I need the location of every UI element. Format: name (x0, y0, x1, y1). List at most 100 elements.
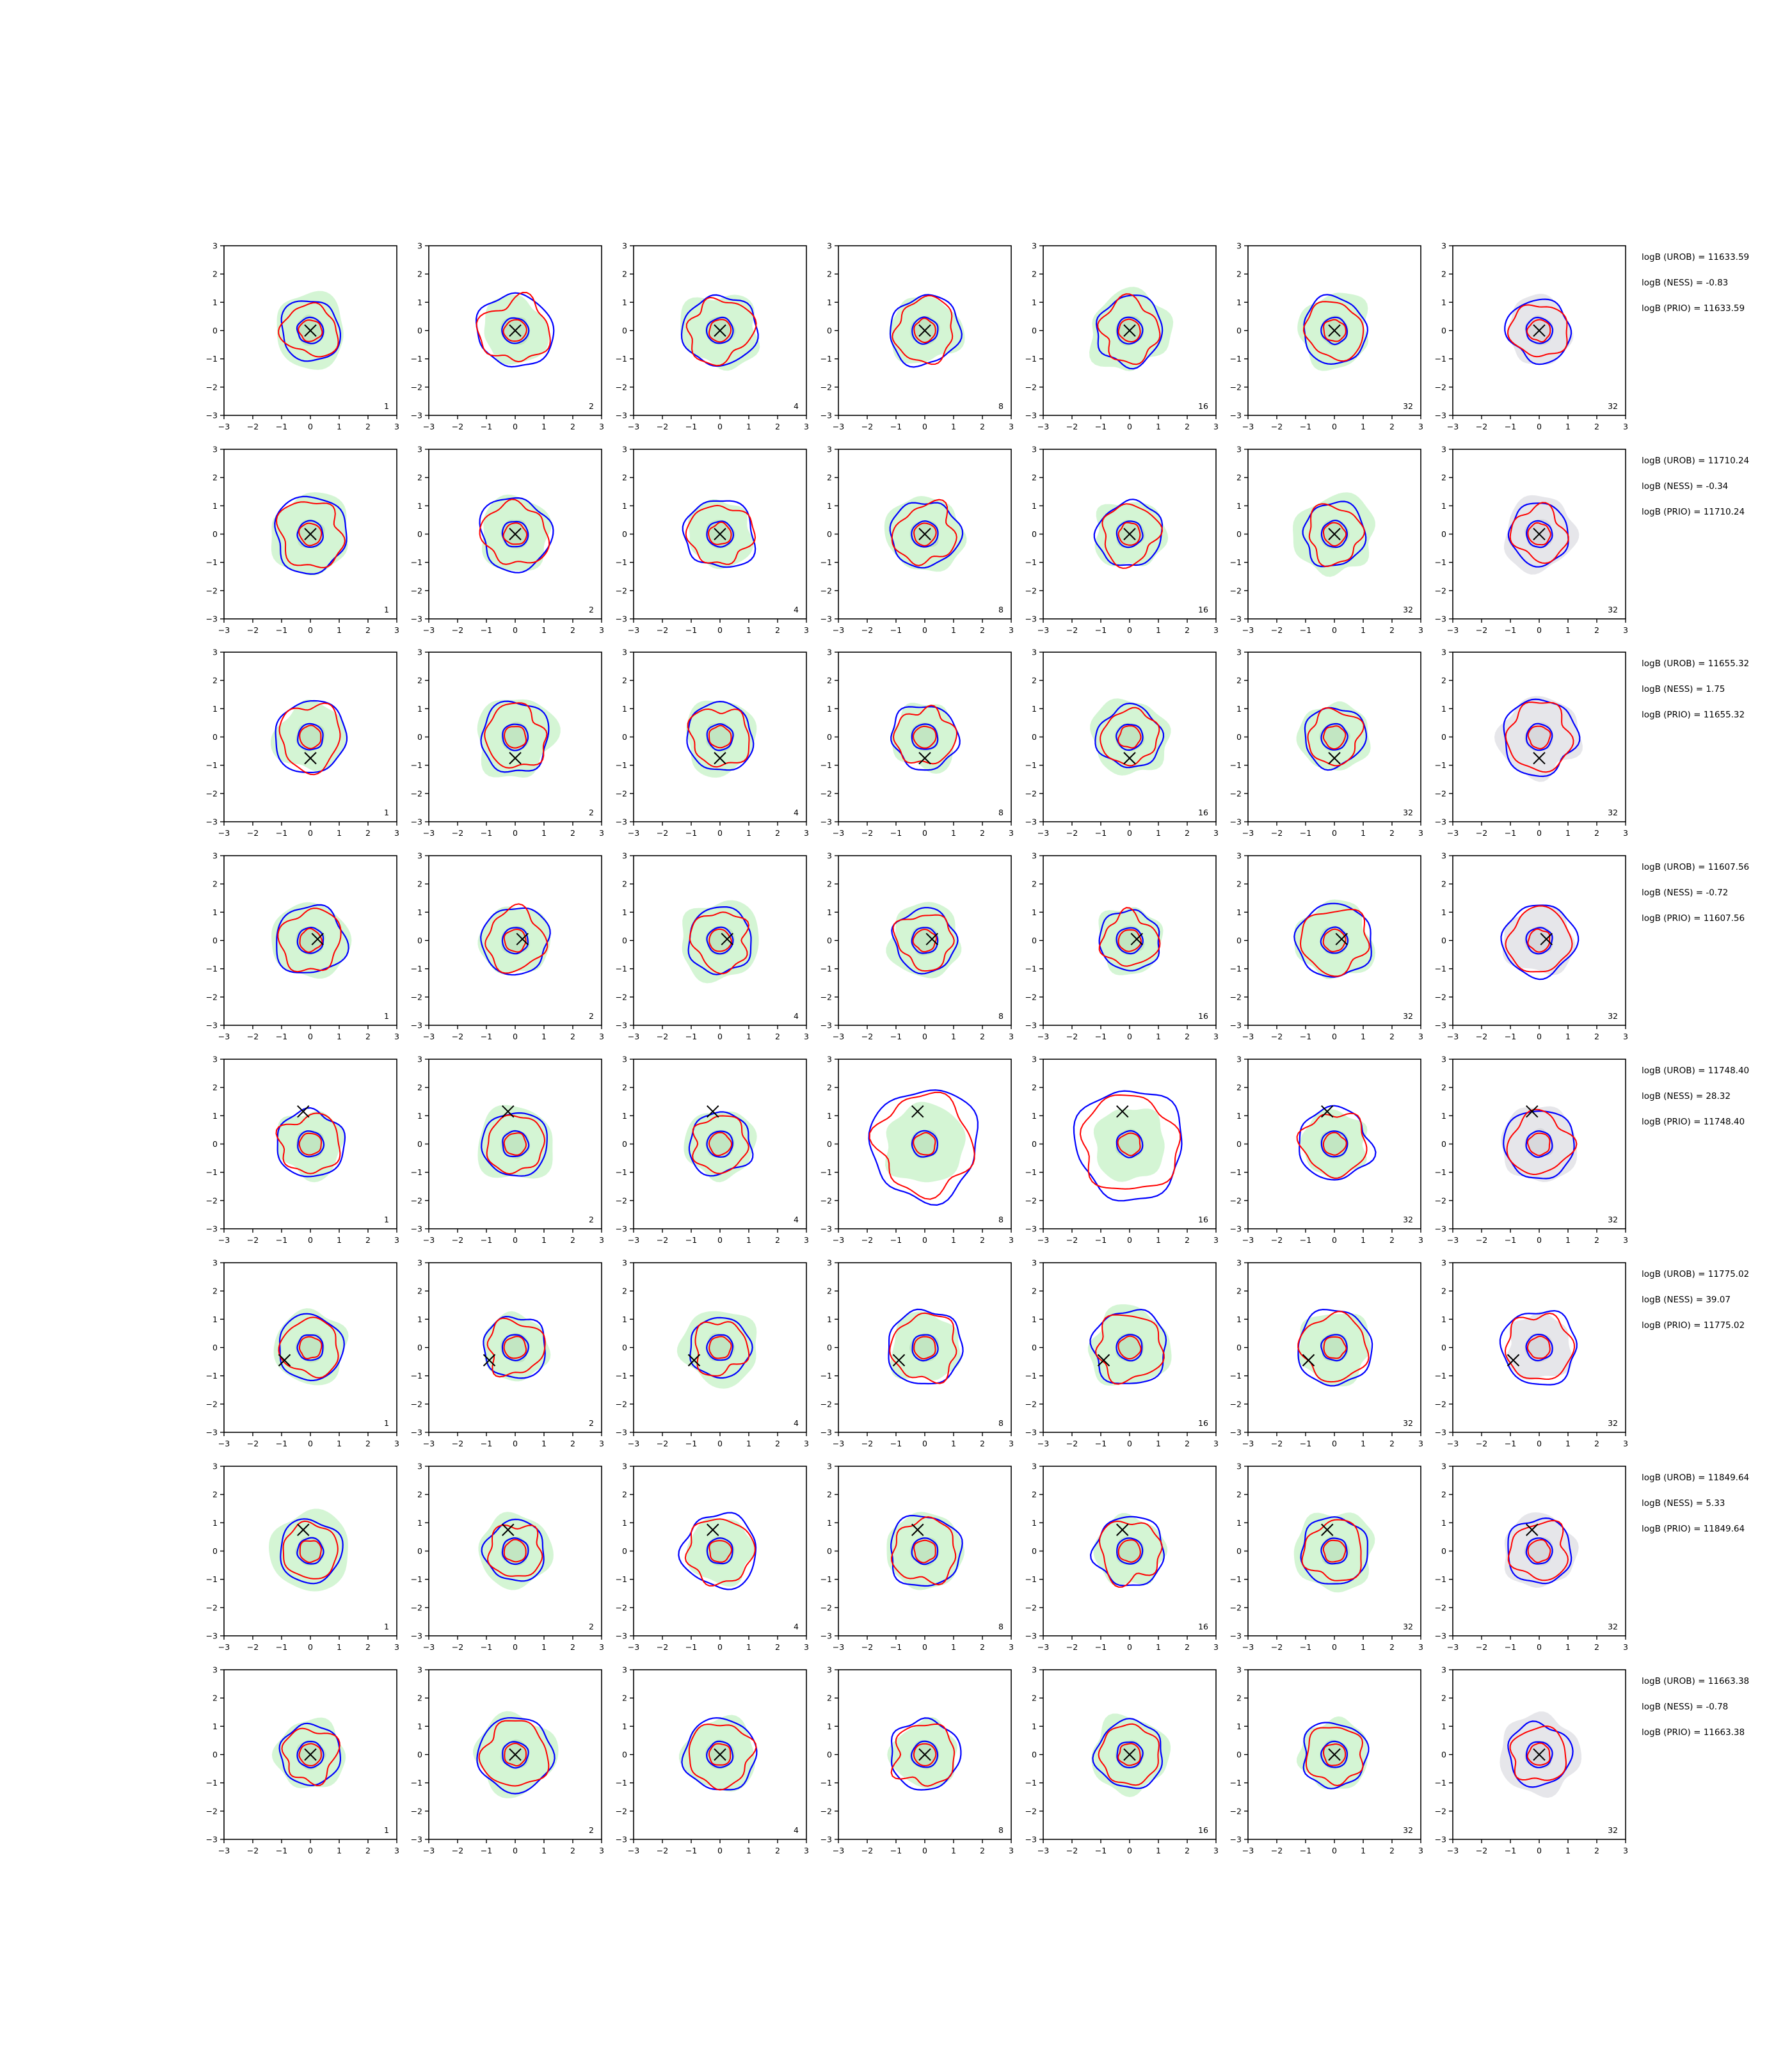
y-tick-label: −3 (206, 1021, 218, 1030)
contour-red-inner (1322, 725, 1347, 750)
y-tick-label: 2 (622, 879, 627, 889)
contour-red-inner (913, 1743, 937, 1766)
x-tick-label: 2 (980, 1846, 985, 1855)
y-tick-label: −2 (1435, 1399, 1446, 1409)
x-tick-label: −2 (657, 1439, 668, 1448)
y-tick-label: −1 (820, 760, 832, 770)
contour-blue-outer (1089, 1516, 1165, 1587)
contour-blue-outer (689, 1316, 753, 1379)
sample-count-label: 32 (1403, 808, 1413, 817)
true-value-marker (509, 1748, 522, 1761)
y-tick-label: −1 (1230, 1371, 1242, 1380)
contour-blue-outer (1094, 702, 1165, 769)
sample-count-label: 2 (589, 808, 594, 817)
y-tick-label: −2 (206, 1196, 218, 1205)
contour-red-inner (1322, 1132, 1347, 1156)
x-tick-label: −2 (657, 1642, 668, 1652)
y-tick-label: 3 (1236, 1258, 1242, 1268)
subplot-r8-c1: −3 −2 −1 0 1 2 3 3 2 1 0 −1 −2 −3 1 (206, 1665, 399, 1856)
x-tick-label: 2 (1185, 1032, 1190, 1041)
x-tick-label: 0 (922, 1642, 927, 1652)
subplot-r6-c1: −3 −2 −1 0 1 2 3 3 2 1 0 −1 −2 −3 1 (206, 1258, 399, 1449)
true-value-marker (1116, 1105, 1129, 1118)
x-tick-label: 1 (1361, 828, 1366, 838)
x-tick-label: 3 (804, 1032, 809, 1041)
contour-red-inner (708, 1540, 733, 1563)
y-tick-label: −2 (820, 788, 832, 798)
contour-blue-outer (481, 1112, 548, 1177)
true-value-marker (278, 1354, 291, 1367)
contour-red-inner (502, 319, 527, 342)
y-tick-label: −2 (820, 992, 832, 1002)
x-tick-label: −1 (1505, 422, 1516, 431)
y-tick-label: 3 (212, 1462, 218, 1471)
y-tick-label: 2 (827, 269, 832, 279)
y-tick-label: −3 (1435, 1631, 1446, 1641)
y-tick-label: 2 (417, 1083, 422, 1092)
x-tick-label: −1 (1095, 1439, 1107, 1448)
sample-count-label: 4 (794, 1418, 799, 1428)
true-value-marker (925, 932, 938, 945)
contour-red-inner (1526, 319, 1551, 343)
x-tick-label: 3 (1009, 1032, 1014, 1041)
contour-blue-inner (501, 520, 529, 548)
y-tick-label: 3 (622, 1258, 627, 1268)
y-tick-label: 3 (1032, 241, 1037, 251)
true-value-marker (509, 527, 522, 541)
x-tick-label: 0 (922, 1235, 927, 1245)
y-tick-label: −1 (820, 1371, 832, 1380)
x-tick-label: −3 (1037, 422, 1049, 431)
sample-count-label: 1 (384, 605, 389, 614)
y-tick-label: −1 (1025, 760, 1037, 770)
contour-blue-outer (1507, 1720, 1574, 1788)
x-tick-label: −2 (1476, 1032, 1487, 1041)
contour-blue-outer (274, 495, 348, 575)
y-tick-label: −3 (1025, 1021, 1037, 1030)
contour-blue-inner (706, 1740, 734, 1768)
y-tick-label: 3 (827, 648, 832, 657)
y-tick-label: −2 (206, 1806, 218, 1816)
x-tick-label: 2 (775, 422, 780, 431)
x-tick-label: −2 (1066, 1032, 1078, 1041)
x-tick-label: 2 (1185, 1235, 1190, 1245)
contour-red-inner (913, 725, 937, 749)
x-tick-label: 3 (1009, 1642, 1014, 1652)
y-tick-label: 0 (1236, 1139, 1242, 1149)
y-tick-label: 2 (622, 1286, 627, 1296)
subplot-r3-c4: −3 −2 −1 0 1 2 3 3 2 1 0 −1 −2 −3 8 (820, 648, 1014, 838)
contour-blue-outer (890, 1515, 963, 1587)
x-tick-label: 2 (1389, 625, 1395, 635)
x-tick-label: −2 (247, 625, 259, 635)
y-tick-label: 2 (212, 473, 218, 483)
y-tick-label: −3 (616, 1021, 627, 1030)
sample-count-label: 2 (589, 1825, 594, 1835)
x-tick-label: 3 (1213, 1235, 1219, 1245)
true-value-marker (1507, 1354, 1520, 1367)
contour-red-outer (1307, 707, 1364, 767)
y-tick-label: 2 (417, 1490, 422, 1500)
contour-red-outer (486, 1114, 546, 1175)
x-tick-label: 2 (980, 422, 985, 431)
x-tick-label: 3 (804, 625, 809, 635)
y-tick-label: 2 (212, 1083, 218, 1092)
x-tick-label: −2 (1476, 1846, 1487, 1855)
y-tick-label: 1 (827, 1315, 832, 1324)
y-tick-label: −2 (1435, 586, 1446, 595)
x-tick-label: 2 (980, 1032, 985, 1041)
contour-blue-outer (890, 706, 961, 771)
y-tick-label: −2 (1025, 1196, 1037, 1205)
y-tick-label: 0 (827, 732, 832, 742)
x-tick-label: −1 (481, 1846, 492, 1855)
contour-blue-inner (1320, 1334, 1348, 1362)
x-tick-label: 0 (1537, 1846, 1542, 1855)
true-value-marker (1328, 527, 1341, 541)
contour-blue-outer (1302, 1722, 1370, 1789)
x-tick-label: 3 (599, 1439, 604, 1448)
sample-count-label: 32 (1403, 1011, 1413, 1021)
contour-red-inner (913, 522, 937, 547)
sample-count-label: 2 (589, 605, 594, 614)
x-tick-label: 2 (365, 422, 371, 431)
contour-blue-outer (680, 294, 759, 367)
